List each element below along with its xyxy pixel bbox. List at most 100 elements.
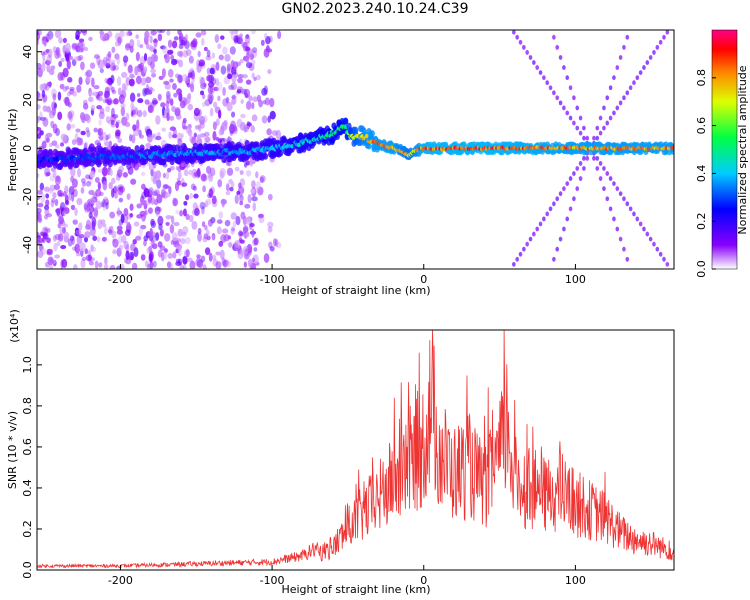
spectrogram-noise-dot [52,170,57,179]
spectrogram-y-tick-label: -20 [21,188,34,206]
spectrogram-noise-dot [55,127,60,137]
spectrogram-noise-dot [81,177,86,184]
spectrogram-noise-dot [37,127,42,132]
spectrogram-noise-dot [73,264,78,269]
spectrogram-noise-dot [208,81,215,88]
spectrogram-noise-dot [60,57,65,63]
spectrogram-alias-dot [622,246,626,252]
spectrogram-noise-dot [111,46,116,53]
spectrogram-noise-dot [84,224,91,231]
spectrogram-noise-dot [221,228,229,234]
spectrogram-noise-dot [188,55,194,64]
spectrogram-noise-dot [59,226,65,235]
spectrogram-noise-dot [144,99,150,105]
spectrogram-noise-dot [150,234,157,244]
spectrogram-noise-dot [128,78,135,87]
spectrogram-noise-dot [177,228,183,237]
spectrogram-noise-dot [247,258,253,268]
spectrogram-noise-dot [246,50,250,59]
snr-series-line [37,330,674,569]
snr-marks [37,330,674,569]
spectrogram-noise-dot [61,258,68,268]
spectrogram-noise-dot [245,231,250,238]
spectrogram-noise-dot [234,240,241,248]
spectrogram-noise-dot [167,39,173,48]
spectrogram-noise-dot [245,58,250,63]
spectrogram-noise-dot [255,180,261,190]
spectrogram-alias-dot [515,34,519,40]
spectrogram-noise-dot [97,96,103,102]
spectrogram-noise-dot [37,238,41,245]
spectrogram-noise-dot [207,219,213,227]
spectrogram-noise-dot [183,200,188,206]
snr-x-ticks: -200 -100 0 100 [108,565,586,587]
spectrogram-noise-dot [37,30,40,36]
spectrogram-noise-dot [39,231,45,236]
spectrogram-noise-dot [264,97,270,106]
spectrogram-noise-dot [141,183,146,190]
spectrogram-noise-dot [89,170,96,179]
spectrogram-alias-dot [665,30,670,35]
spectrogram-noise-dot [208,173,214,182]
spectrogram-noise-dot [237,73,244,79]
spectrogram-noise-dot [153,49,157,55]
spectrogram-noise-dot [53,102,57,109]
spectrogram-noise-dot [62,210,66,217]
spectrogram-noise-dot [252,96,259,102]
spectrogram-noise-dot [118,234,123,244]
spectrogram-alias-dot [648,236,653,242]
spectrogram-noise-dot [105,105,111,113]
spectrogram-alias-dot [608,176,613,181]
spectrogram-alias-dot [602,105,606,111]
spectrogram-noise-dot [193,193,199,199]
spectrogram-noise-dot [166,94,171,104]
spectrogram-noise-dot [58,60,63,68]
spectrogram-noise-dot [205,55,212,61]
spectrogram-noise-dot [39,130,44,136]
spectrogram-noise-dot [43,204,50,211]
spectrogram-noise-dot [228,84,235,90]
spectrogram-noise-dot [240,211,246,220]
spectrogram-noise-dot [155,210,161,217]
spectrogram-noise-dot [116,207,121,217]
spectrogram-noise-dot [266,128,272,136]
spectrogram-noise-dot [213,86,219,92]
spectrogram-noise-dot [77,168,82,178]
spectrogram-noise-dot [42,117,49,127]
spectrogram-noise-dot [267,226,273,233]
spectrogram-noise-dot [66,59,71,70]
spectrogram-noise-dot [80,61,85,71]
spectrogram-noise-dot [204,99,211,107]
spectrogram-noise-dot [258,215,265,224]
spectrogram-noise-dot [149,87,156,93]
spectrogram-noise-dot [115,120,121,125]
spectrogram-alias-dot [605,95,610,101]
spectrogram-noise-dot [85,127,90,133]
spectrogram-noise-dot [166,112,170,122]
spectrogram-noise-dot [102,180,108,191]
spectrogram-noise-dot [230,181,235,189]
spectrogram-noise-dot [147,263,151,269]
spectrogram-noise-dot [46,54,53,65]
spectrogram-noise-dot [108,140,113,147]
spectrogram-noise-dot [130,101,135,111]
spectrogram-noise-dot [88,211,93,219]
spectrogram-noise-dot [51,140,58,147]
spectrogram-noise-dot [220,65,227,75]
spectrogram-y-tick-label: -40 [21,236,34,254]
spectrogram-noise-dot [261,115,268,124]
spectrogram-noise-dot [172,197,179,207]
spectrogram-alias-dot [622,95,626,101]
spectrogram-noise-dot [96,55,101,66]
spectrogram-alias-dot [558,236,563,242]
spectrogram-noise-dot [197,50,201,58]
spectrogram-noise-dot [212,130,217,141]
spectrogram-noise-dot [78,38,85,43]
spectrogram-noise-dot [244,92,249,99]
spectrogram-noise-dot [219,170,225,180]
spectrogram-noise-dot [196,259,204,269]
spectrogram-noise-dot [56,241,61,247]
spectrogram-noise-dot [177,138,183,147]
spectrogram-noise-dot [102,202,107,212]
spectrogram-noise-dot [248,95,253,102]
